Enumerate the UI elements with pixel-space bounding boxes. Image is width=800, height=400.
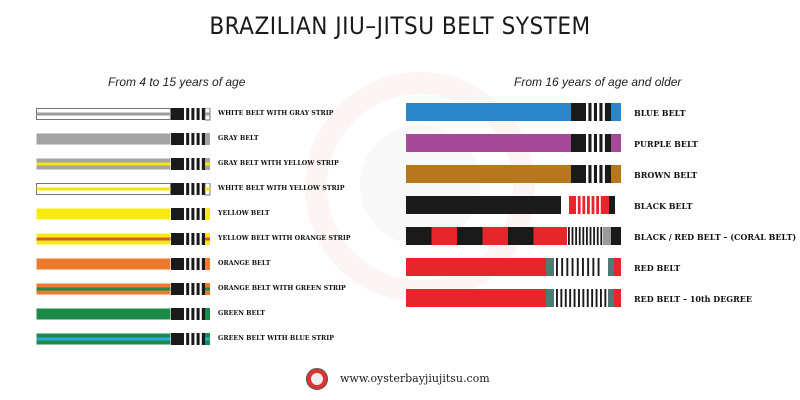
belt-row: RED BELT [406, 258, 796, 278]
belt-row: GRAY BELT WITH YELLOW STRIP [36, 156, 376, 172]
belt-graphic [406, 134, 621, 152]
right-heading: From 16 years of age and older [514, 75, 682, 89]
belt-label: GREEN BELT [218, 310, 265, 317]
belt-graphic [36, 308, 210, 320]
belt-label: ORANGE BELT WITH GREEN STRIP [218, 285, 346, 292]
belt-label: BLACK / RED BELT – (CORAL BELT) [634, 232, 797, 242]
belt-label: BLUE BELT [634, 108, 686, 118]
belt-graphic [36, 133, 210, 145]
belt-graphic [36, 283, 210, 295]
belt-label: BROWN BELT [634, 170, 698, 180]
belt-graphic [406, 103, 621, 121]
belt-graphic [406, 258, 621, 276]
belt-graphic [36, 158, 210, 170]
belt-graphic [406, 196, 615, 214]
belt-label: WHITE BELT WITH GRAY STRIP [218, 110, 334, 117]
belt-graphic [406, 165, 621, 183]
belt-graphic [406, 289, 621, 307]
belt-label: GRAY BELT WITH YELLOW STRIP [218, 160, 339, 167]
belt-graphic [36, 208, 210, 220]
belt-graphic [36, 333, 210, 345]
belt-label: GRAY BELT [218, 135, 259, 142]
belt-label: RED BELT – 10th DEGREE [634, 294, 752, 304]
belt-label: YELLOW BELT WITH ORANGE STRIP [218, 235, 351, 242]
belt-label: GREEN BELT WITH BLUE STRIP [218, 335, 334, 342]
footer: www.oysterbayjiujitsu.com [0, 368, 800, 392]
belt-row: WHITE BELT WITH GRAY STRIP [36, 106, 376, 122]
belt-label: BLACK BELT [634, 201, 693, 211]
belt-label: YELLOW BELT [218, 210, 270, 217]
belt-row: GRAY BELT [36, 131, 376, 147]
belt-graphic [406, 227, 621, 245]
belt-row: BLACK BELT [406, 196, 796, 216]
belt-row: RED BELT – 10th DEGREE [406, 289, 796, 309]
belt-label: RED BELT [634, 263, 681, 273]
belt-row: BLACK / RED BELT – (CORAL BELT) [406, 227, 796, 247]
belt-row: GREEN BELT [36, 306, 376, 322]
belt-row: PURPLE BELT [406, 134, 796, 154]
belt-row: YELLOW BELT WITH ORANGE STRIP [36, 231, 376, 247]
belt-row: YELLOW BELT [36, 206, 376, 222]
belt-row: ORANGE BELT WITH GREEN STRIP [36, 281, 376, 297]
belt-label: PURPLE BELT [634, 139, 698, 149]
belt-graphic [36, 258, 210, 270]
belt-row: ORANGE BELT [36, 256, 376, 272]
belt-graphic [36, 233, 210, 245]
belt-row: GREEN BELT WITH BLUE STRIP [36, 331, 376, 347]
belt-label: ORANGE BELT [218, 260, 271, 267]
belt-graphic [36, 183, 211, 196]
belt-row: BLUE BELT [406, 103, 796, 123]
belt-label: WHITE BELT WITH YELLOW STRIP [218, 185, 345, 192]
left-heading: From 4 to 15 years of age [108, 75, 246, 89]
belt-row: BROWN BELT [406, 165, 796, 185]
footer-url: www.oysterbayjiujitsu.com [340, 372, 490, 385]
page-title: BRAZILIAN JIU–JITSU BELT SYSTEM [209, 12, 591, 40]
academy-logo-icon [306, 368, 328, 390]
belt-graphic [36, 108, 211, 121]
belt-row: WHITE BELT WITH YELLOW STRIP [36, 181, 376, 197]
